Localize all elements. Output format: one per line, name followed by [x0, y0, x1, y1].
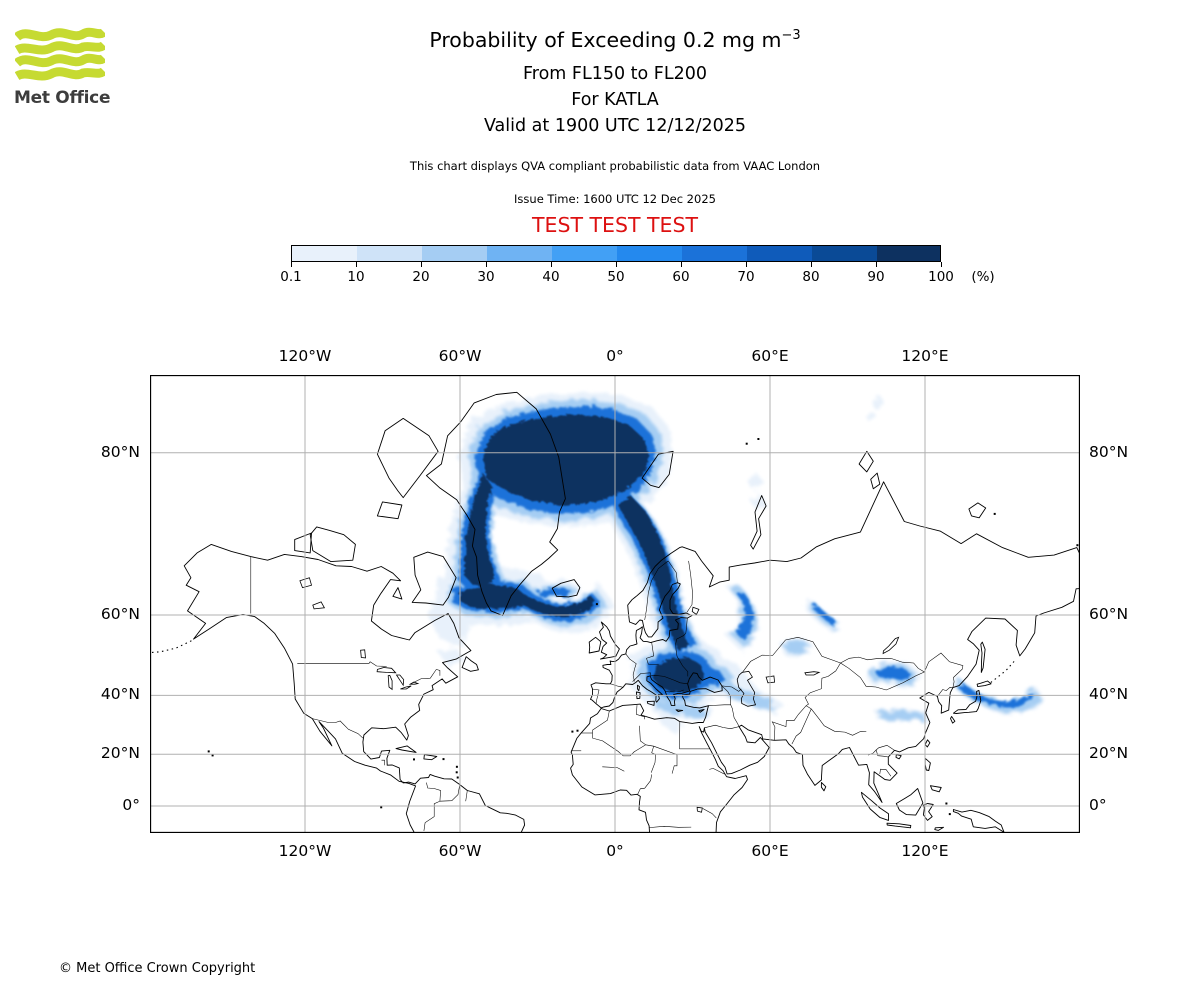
- axis-label-lon-bottom: 120°W: [278, 842, 332, 860]
- page-title: Probability of Exceeding 0.2 mg m−3: [429, 28, 800, 52]
- colorbar-tick-label: 100: [928, 269, 954, 285]
- colorbar-tick-label: 0.1: [280, 269, 302, 285]
- ash-probability-plume: [428, 390, 1042, 731]
- colorbar-tick: [876, 262, 877, 267]
- axis-label-lon-top: 60°E: [751, 347, 789, 365]
- title-main: Probability of Exceeding 0.2 mg m: [429, 28, 782, 52]
- colorbar-segment: [682, 246, 747, 261]
- colorbar-tick: [811, 262, 812, 267]
- colorbar-unit: (%): [971, 269, 995, 285]
- colorbar-legend: (%) 0.1 10 20 30 40 50 60 70 80 90 100: [280, 245, 995, 285]
- colorbar-tick-label: 10: [347, 269, 365, 285]
- axis-label-lat-left: 40°N: [100, 685, 140, 704]
- axis-label-lon-bottom: 0°: [606, 842, 624, 860]
- colorbar-segment: [487, 246, 552, 261]
- test-banner: TEST TEST TEST: [531, 213, 699, 237]
- colorbar-tick-label: 30: [477, 269, 495, 285]
- axis-label-lon-bottom: 120°E: [901, 842, 949, 860]
- subtitle-volcano: For KATLA: [571, 90, 659, 110]
- colorbar-tick: [291, 262, 292, 267]
- axis-label-lat-left: 20°N: [100, 744, 140, 763]
- colorbar-tick: [746, 262, 747, 267]
- logo-wave-stroke: [15, 27, 105, 42]
- qva-compliance-note: This chart displays QVA compliant probab…: [409, 159, 821, 173]
- colorbar-tick: [681, 262, 682, 267]
- axis-label-lat-right: 0°: [1089, 796, 1107, 814]
- colorbar-tick-label: 70: [737, 269, 755, 285]
- subtitle-valid-time: Valid at 1900 UTC 12/12/2025: [483, 116, 747, 136]
- graticule: [150, 375, 1080, 833]
- country-borders: [250, 556, 964, 831]
- axis-label-lat-left: 80°N: [100, 442, 140, 461]
- logo-wave-stroke: [15, 41, 105, 55]
- colorbar-tick: [421, 262, 422, 267]
- colorbar-tick-label: 40: [542, 269, 560, 285]
- logo-wave-stroke: [15, 53, 105, 68]
- colorbar-tick-label: 90: [867, 269, 885, 285]
- map-frame: [149, 374, 1081, 834]
- colorbar-tick-label: 20: [412, 269, 430, 285]
- subtitle-flight-levels: From FL150 to FL200: [522, 64, 708, 84]
- world-map: [149, 374, 1081, 834]
- colorbar-segment: [617, 246, 682, 261]
- colorbar-tick: [616, 262, 617, 267]
- colorbar-tick-label: 80: [802, 269, 820, 285]
- colorbar-segment: [552, 246, 617, 261]
- issue-time: Issue Time: 1600 UTC 12 Dec 2025: [514, 192, 716, 206]
- axis-label-lon-bottom: 60°E: [751, 842, 789, 860]
- axis-label-lat-right: 20°N: [1089, 744, 1129, 763]
- axis-label-lat-right: 40°N: [1089, 685, 1129, 704]
- colorbar-segment: [292, 246, 357, 261]
- axis-label-lat-right: 80°N: [1089, 442, 1129, 461]
- island-chains: [150, 640, 1015, 683]
- axis-label-lat-left: 0°: [122, 796, 140, 814]
- axis-label-lon-bottom: 60°W: [438, 842, 482, 860]
- axis-label-lat-left: 60°N: [100, 605, 140, 623]
- colorbar-tick: [551, 262, 552, 267]
- met-office-logo-icon: [15, 27, 105, 81]
- copyright-notice: © Met Office Crown Copyright: [59, 961, 256, 976]
- small-islands: [207, 438, 1079, 816]
- colorbar-tick: [941, 262, 942, 267]
- axis-label-lon-top: 0°: [606, 347, 624, 365]
- colorbar-tick: [356, 262, 357, 267]
- lakes: [299, 577, 900, 813]
- axis-label-lon-top: 60°W: [438, 347, 482, 365]
- colorbar-segment: [812, 246, 877, 261]
- colorbar-tick-label: 60: [672, 269, 690, 285]
- colorbar-segment: [357, 246, 422, 261]
- colorbar-segment: [747, 246, 812, 261]
- colorbar-tick: [486, 262, 487, 267]
- axis-label-lon-top: 120°E: [901, 347, 949, 365]
- colorbar-tick-label: 50: [607, 269, 625, 285]
- colorbar-segment: [422, 246, 487, 261]
- axis-label-lat-right: 60°N: [1089, 605, 1129, 623]
- axis-label-lon-top: 120°W: [278, 347, 332, 365]
- colorbar-bar: [291, 245, 941, 262]
- logo-wave-stroke: [15, 67, 105, 81]
- map-svg: [149, 374, 1081, 834]
- met-office-logo-text: Met Office: [14, 88, 111, 108]
- colorbar-segment: [877, 246, 940, 261]
- title-exponent: −3: [781, 28, 801, 44]
